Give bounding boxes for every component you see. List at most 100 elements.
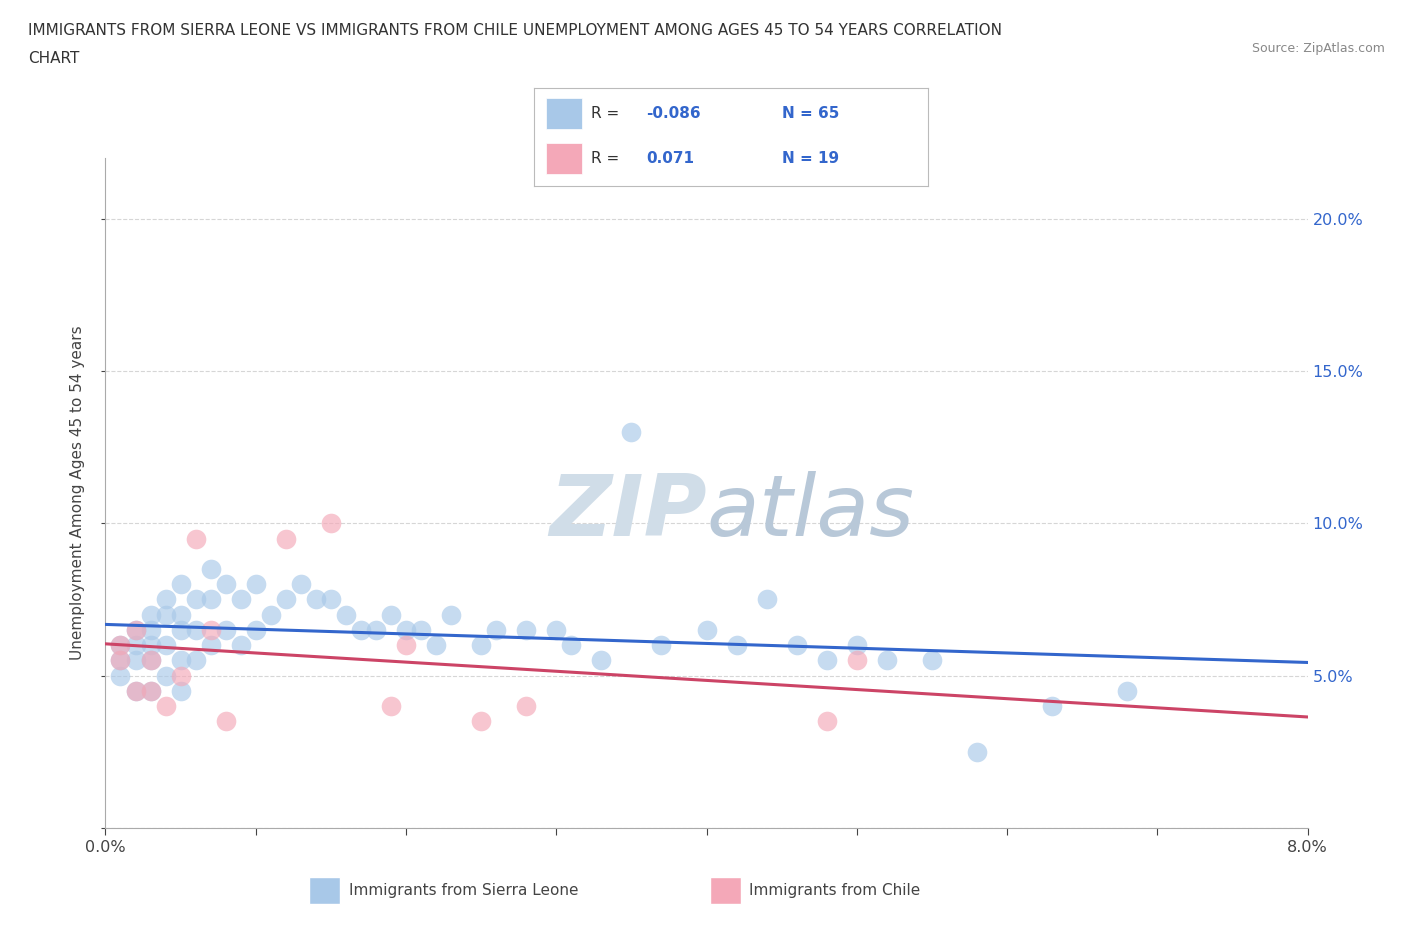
Text: Immigrants from Sierra Leone: Immigrants from Sierra Leone [349, 883, 578, 898]
Point [214, 577, 236, 591]
Point [815, 713, 838, 728]
Point [110, 638, 132, 653]
Point [184, 531, 207, 546]
Point [155, 607, 177, 622]
Point [184, 622, 207, 637]
Point [395, 622, 418, 637]
Point [124, 638, 146, 653]
Text: IMMIGRANTS FROM SIERRA LEONE VS IMMIGRANTS FROM CHILE UNEMPLOYMENT AMONG AGES 45: IMMIGRANTS FROM SIERRA LEONE VS IMMIGRAN… [28, 23, 1002, 38]
Point [169, 577, 191, 591]
Point [245, 622, 267, 637]
Text: -0.086: -0.086 [647, 106, 702, 121]
Point [169, 653, 191, 668]
Point [560, 638, 582, 653]
Point [139, 622, 162, 637]
Text: Immigrants from Chile: Immigrants from Chile [749, 883, 921, 898]
Point [274, 592, 297, 607]
Point [245, 577, 267, 591]
Point [139, 653, 162, 668]
Text: CHART: CHART [28, 51, 80, 66]
Bar [546, 143, 582, 174]
Point [110, 668, 132, 683]
Point [169, 622, 191, 637]
Text: R =: R = [592, 152, 630, 166]
Point [290, 577, 312, 591]
Point [620, 425, 643, 440]
Point [515, 698, 537, 713]
Point [470, 713, 492, 728]
Point [409, 622, 432, 637]
Point [139, 653, 162, 668]
Point [155, 668, 177, 683]
Point [546, 622, 568, 637]
Point [214, 622, 236, 637]
Point [319, 592, 342, 607]
Point [155, 638, 177, 653]
Point [139, 638, 162, 653]
Point [139, 607, 162, 622]
Bar [309, 876, 340, 904]
Point [184, 592, 207, 607]
Text: Source: ZipAtlas.com: Source: ZipAtlas.com [1251, 42, 1385, 55]
Point [650, 638, 672, 653]
Point [350, 622, 373, 637]
Bar [546, 99, 582, 129]
Point [155, 592, 177, 607]
Point [485, 622, 508, 637]
Point [124, 684, 146, 698]
Point [515, 622, 537, 637]
Point [260, 607, 283, 622]
Point [845, 653, 868, 668]
Point [124, 622, 146, 637]
Point [1116, 684, 1139, 698]
Point [319, 516, 342, 531]
Point [1040, 698, 1063, 713]
Point [335, 607, 357, 622]
Point [169, 668, 191, 683]
Text: R =: R = [592, 106, 624, 121]
Point [155, 698, 177, 713]
Point [110, 653, 132, 668]
Point [380, 607, 402, 622]
Point [380, 698, 402, 713]
Point [305, 592, 328, 607]
Point [815, 653, 838, 668]
Point [200, 592, 222, 607]
Y-axis label: Unemployment Among Ages 45 to 54 years: Unemployment Among Ages 45 to 54 years [70, 326, 86, 660]
Point [184, 653, 207, 668]
Point [786, 638, 808, 653]
Point [214, 713, 236, 728]
Point [200, 562, 222, 577]
Text: ZIP: ZIP [548, 472, 707, 554]
Point [696, 622, 718, 637]
Point [229, 638, 252, 653]
Point [755, 592, 778, 607]
Point [966, 744, 988, 759]
Bar [710, 876, 741, 904]
Point [395, 638, 418, 653]
Point [274, 531, 297, 546]
Point [440, 607, 463, 622]
Point [169, 607, 191, 622]
Point [124, 622, 146, 637]
Point [229, 592, 252, 607]
Point [139, 684, 162, 698]
Point [200, 638, 222, 653]
Point [139, 684, 162, 698]
Point [845, 638, 868, 653]
Point [169, 684, 191, 698]
Point [470, 638, 492, 653]
Text: atlas: atlas [707, 472, 914, 554]
Point [110, 653, 132, 668]
Point [876, 653, 898, 668]
Point [110, 638, 132, 653]
Point [591, 653, 613, 668]
Text: N = 19: N = 19 [782, 152, 839, 166]
Point [124, 684, 146, 698]
Point [725, 638, 748, 653]
Point [200, 622, 222, 637]
Text: N = 65: N = 65 [782, 106, 839, 121]
Point [364, 622, 387, 637]
Text: 0.071: 0.071 [647, 152, 695, 166]
Point [921, 653, 943, 668]
